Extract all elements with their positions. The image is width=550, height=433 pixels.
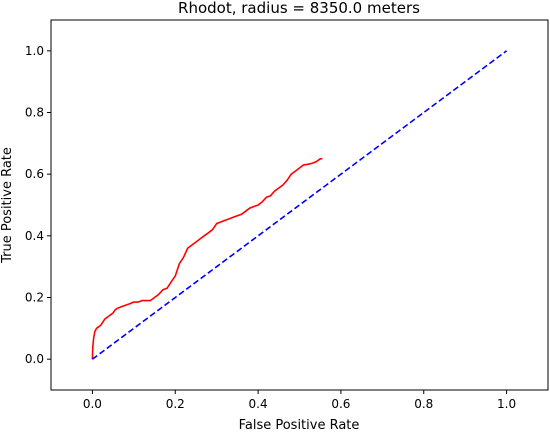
- y-tick-label: 0.0: [25, 352, 44, 366]
- y-axis: 0.0 0.2 0.4 0.6 0.8 1.0: [25, 44, 51, 366]
- y-tick-label: 0.6: [25, 167, 44, 181]
- x-axis-label: False Positive Rate: [239, 418, 360, 433]
- chart-title: Rhodot, radius = 8350.0 meters: [178, 0, 420, 17]
- x-axis: 0.0 0.2 0.4 0.6 0.8 1.0: [83, 390, 516, 411]
- y-axis-label: True Positive Rate: [0, 147, 15, 264]
- roc-curve-line: [91, 158, 323, 360]
- y-tick-label: 0.4: [25, 229, 44, 243]
- plot-frame: [50, 19, 549, 391]
- x-tick-label: 0.2: [166, 397, 185, 411]
- baseline-diagonal-line: [91, 50, 508, 360]
- x-tick-label: 0.6: [331, 397, 350, 411]
- y-tick-label: 0.8: [25, 106, 44, 120]
- x-tick-label: 1.0: [497, 397, 516, 411]
- x-tick-label: 0.0: [83, 397, 102, 411]
- y-tick-label: 1.0: [25, 44, 44, 58]
- plot-area: [91, 50, 508, 360]
- x-tick-label: 0.8: [414, 397, 433, 411]
- x-tick-label: 0.4: [249, 397, 268, 411]
- y-tick-label: 0.2: [25, 291, 44, 305]
